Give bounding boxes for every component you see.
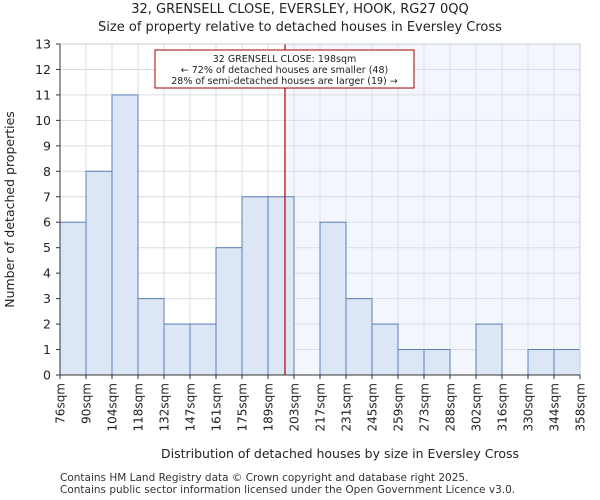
x-tick-label: 161sqm bbox=[210, 383, 224, 431]
histogram-bar bbox=[163, 323, 191, 376]
x-tick-label: 288sqm bbox=[444, 383, 458, 431]
annotation-box: 32 GRENSELL CLOSE: 198sqm ← 72% of detac… bbox=[154, 49, 415, 89]
y-tick-label: 9 bbox=[43, 138, 51, 153]
x-tick-label: 104sqm bbox=[106, 383, 120, 431]
x-tick-label: 316sqm bbox=[496, 383, 510, 431]
histogram-bar bbox=[267, 196, 295, 376]
histogram-bar bbox=[527, 349, 555, 376]
histogram-bar bbox=[59, 221, 87, 376]
annotation-rect bbox=[154, 49, 415, 89]
x-tick-label: 330sqm bbox=[522, 383, 536, 431]
y-tick-label: 10 bbox=[35, 113, 51, 128]
x-tick-label: 273sqm bbox=[418, 383, 432, 431]
y-tick-label: 13 bbox=[35, 37, 51, 52]
x-tick-label: 90sqm bbox=[80, 383, 94, 424]
x-tick-label: 132sqm bbox=[158, 383, 172, 431]
histogram-bar bbox=[371, 323, 399, 376]
histogram-bar bbox=[85, 170, 113, 376]
y-tick-label: 5 bbox=[43, 240, 51, 255]
histogram-bar bbox=[553, 349, 581, 376]
x-tick-label: 358sqm bbox=[574, 383, 588, 431]
y-tick-label: 11 bbox=[35, 87, 51, 102]
x-tick-label: 302sqm bbox=[470, 383, 484, 431]
y-axis-label: Number of detached properties bbox=[2, 111, 17, 308]
x-tick-label: 118sqm bbox=[132, 383, 146, 431]
x-tick-label: 245sqm bbox=[366, 383, 380, 431]
y-tick-label: 3 bbox=[43, 291, 51, 306]
x-tick-label: 175sqm bbox=[236, 383, 250, 431]
x-tick-label: 76sqm bbox=[54, 383, 68, 424]
y-tick-label: 12 bbox=[35, 62, 51, 77]
annotation-line-2: ← 72% of detached houses are smaller (48… bbox=[181, 65, 388, 76]
y-tick-label: 4 bbox=[43, 266, 51, 281]
histogram-bar bbox=[111, 94, 139, 376]
annotation-line-1: 32 GRENSELL CLOSE: 198sqm bbox=[213, 54, 357, 65]
bar-layer bbox=[59, 94, 581, 376]
y-tick-label: 0 bbox=[43, 368, 51, 383]
histogram-bar bbox=[241, 196, 269, 376]
x-tick-label: 259sqm bbox=[392, 383, 406, 431]
x-tick-label: 147sqm bbox=[184, 383, 198, 431]
histogram-bar bbox=[137, 298, 165, 376]
y-tick-label: 7 bbox=[43, 189, 51, 204]
y-tick-label: 2 bbox=[43, 317, 51, 332]
chart-subtitle: Size of property relative to detached ho… bbox=[98, 20, 502, 35]
chart-title: 32, GRENSELL CLOSE, EVERSLEY, HOOK, RG27… bbox=[131, 2, 469, 17]
histogram-bar bbox=[215, 247, 243, 376]
x-tick-label: 217sqm bbox=[314, 383, 328, 431]
x-tick-label: 203sqm bbox=[288, 383, 302, 431]
histogram-bar bbox=[319, 221, 347, 376]
x-tick-label: 189sqm bbox=[262, 383, 276, 431]
footer-line-1: Contains HM Land Registry data © Crown c… bbox=[60, 472, 469, 484]
y-tick-label: 1 bbox=[43, 342, 51, 357]
x-tick-label: 344sqm bbox=[548, 383, 562, 431]
footer-line-2: Contains public sector information licen… bbox=[60, 484, 516, 496]
histogram-bar bbox=[475, 323, 503, 376]
x-tick-labels: 76sqm 90sqm 104sqm 118sqm 132sqm 147sqm 161sqm… bbox=[54, 375, 588, 431]
y-tick-label: 6 bbox=[43, 215, 51, 230]
histogram-bar bbox=[423, 349, 451, 376]
x-axis-label: Distribution of detached houses by size … bbox=[161, 446, 519, 461]
y-tick-label: 8 bbox=[43, 164, 51, 179]
histogram-bar bbox=[345, 298, 373, 376]
annotation-line-3: 28% of semi-detached houses are larger (… bbox=[171, 76, 398, 87]
histogram-bar bbox=[397, 349, 425, 376]
histogram-bar bbox=[189, 323, 217, 376]
x-tick-label: 231sqm bbox=[340, 383, 354, 431]
